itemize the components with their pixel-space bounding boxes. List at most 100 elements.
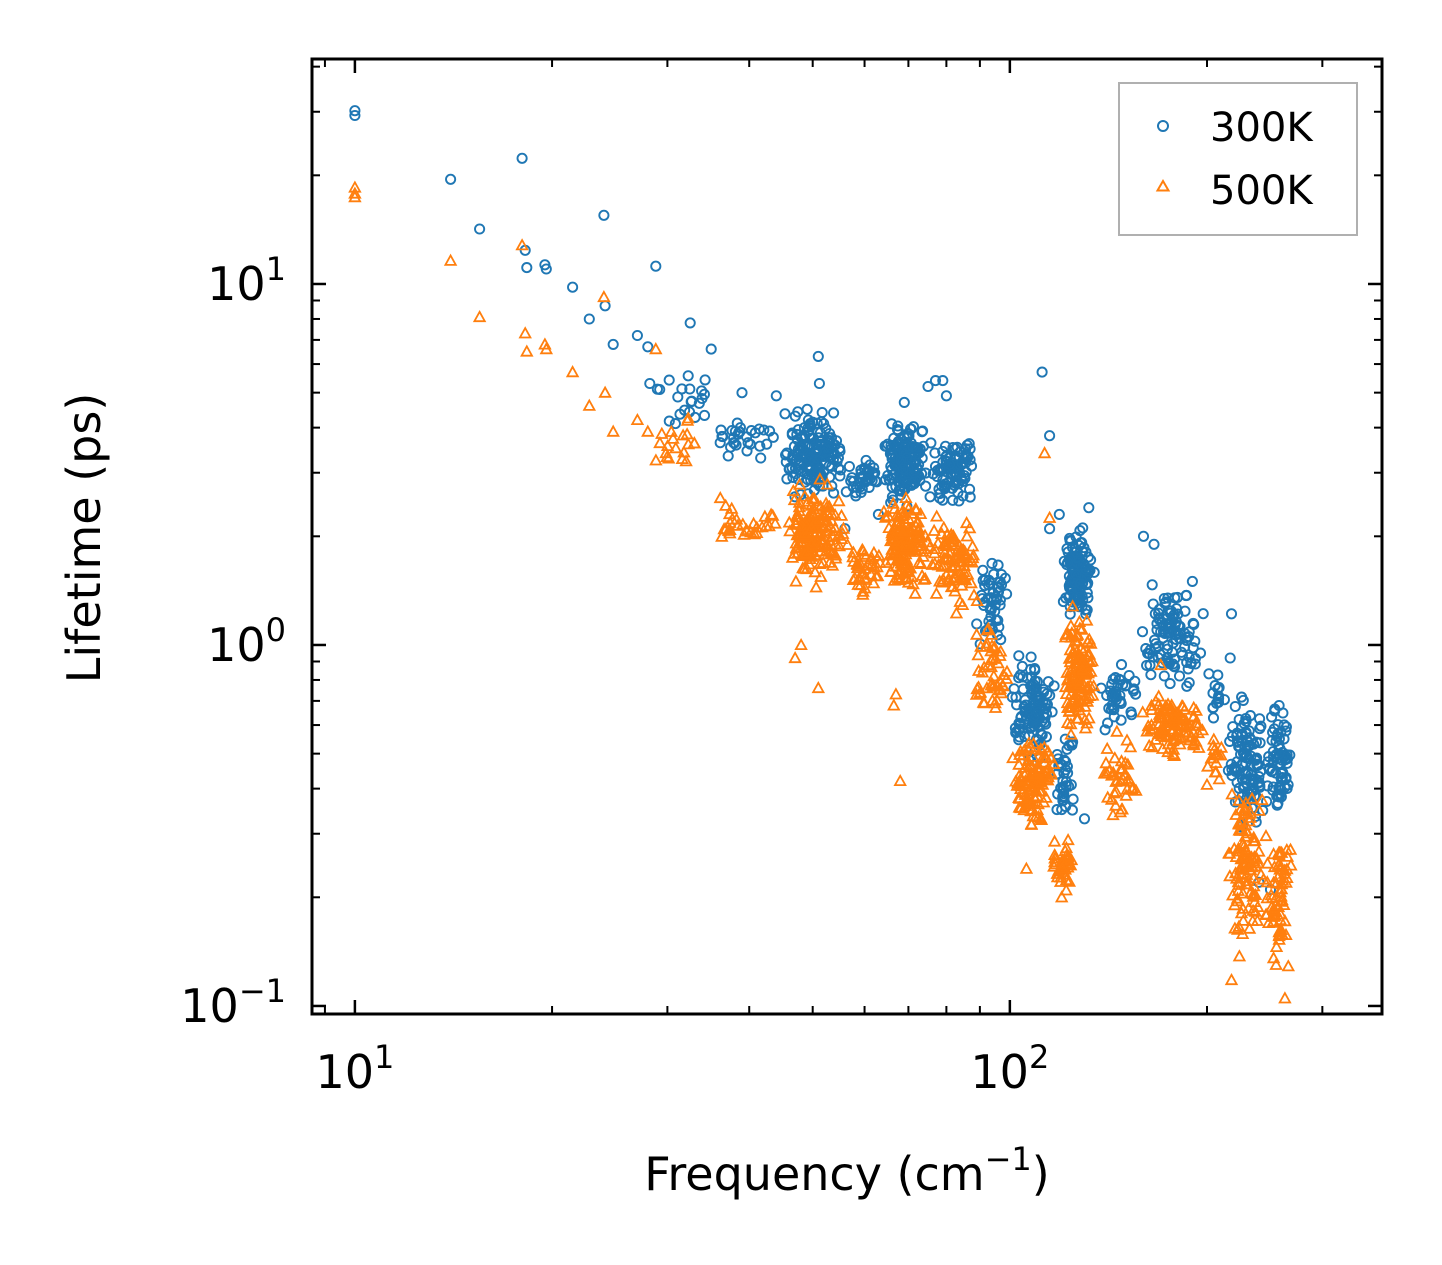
point-500k — [853, 577, 868, 591]
point-500k — [1167, 710, 1182, 723]
point-300k — [1115, 697, 1127, 710]
point-500k — [925, 557, 939, 570]
point-500k — [836, 521, 851, 534]
point-500k — [722, 506, 737, 520]
point-500k — [1175, 717, 1189, 730]
point-500k — [1017, 803, 1031, 816]
point-500k — [1073, 621, 1087, 634]
point-500k — [1259, 829, 1273, 842]
point-300k — [1224, 652, 1236, 664]
point-500k — [1266, 875, 1281, 888]
point-300k — [868, 462, 880, 474]
point-500k — [872, 548, 886, 561]
point-500k — [515, 238, 529, 251]
point-500k — [1082, 647, 1097, 660]
point-300k — [693, 397, 705, 409]
legend-marker-300k — [1157, 120, 1169, 132]
point-500k — [1209, 765, 1223, 778]
point-500k — [789, 574, 803, 587]
point-300k — [1080, 546, 1092, 558]
point-300k — [1147, 598, 1159, 610]
point-300k — [793, 455, 805, 467]
point-300k — [1273, 748, 1285, 760]
point-500k — [1017, 768, 1032, 781]
point-300k — [1235, 748, 1247, 760]
point-300k — [826, 460, 838, 473]
point-300k — [892, 420, 904, 432]
point-500k — [1108, 751, 1122, 764]
point-300k — [1013, 650, 1025, 662]
point-500k — [768, 516, 782, 529]
point-300k — [758, 424, 770, 436]
point-300k — [676, 383, 688, 395]
point-300k — [897, 463, 909, 475]
point-500k — [805, 492, 820, 505]
point-300k — [1019, 730, 1031, 743]
point-300k — [698, 409, 711, 421]
point-500k — [934, 526, 949, 539]
point-300k — [965, 460, 978, 472]
point-500k — [443, 253, 458, 266]
point-300k — [598, 209, 610, 221]
point-300k — [1270, 735, 1282, 747]
point-500k — [606, 424, 620, 437]
point-300k — [1189, 635, 1201, 647]
point-300k — [949, 476, 961, 488]
point-500k — [1250, 913, 1265, 926]
point-300k — [789, 410, 801, 422]
point-500k — [896, 540, 911, 553]
point-500k — [1264, 900, 1279, 913]
point-500k — [953, 543, 968, 556]
point-300k — [651, 383, 663, 395]
point-500k — [669, 441, 683, 454]
point-500k — [824, 507, 839, 520]
point-500k — [1177, 725, 1191, 738]
point-500k — [928, 541, 942, 554]
point-500k — [901, 559, 916, 572]
point-500k — [1248, 904, 1263, 917]
point-500k — [666, 431, 680, 444]
point-500k — [641, 424, 655, 437]
point-500k — [882, 520, 896, 533]
point-500k — [944, 559, 959, 573]
point-500k — [1232, 793, 1246, 806]
point-500k — [1239, 844, 1254, 857]
point-500k — [1173, 731, 1187, 744]
point-300k — [793, 447, 805, 459]
point-500k — [929, 509, 944, 522]
point-300k — [786, 427, 798, 439]
point-300k — [1027, 685, 1039, 697]
point-500k — [1065, 599, 1080, 612]
point-300k — [1225, 608, 1238, 620]
point-500k — [1166, 742, 1181, 755]
point-300k — [1213, 682, 1225, 694]
point-300k — [1023, 704, 1036, 716]
point-300k — [840, 486, 852, 498]
point-300k — [1025, 663, 1037, 675]
point-500k — [1025, 782, 1040, 795]
point-500k — [990, 693, 1004, 706]
point-300k — [914, 474, 926, 487]
point-500k — [1070, 696, 1084, 709]
point-500k — [1246, 887, 1261, 900]
point-500k — [792, 503, 806, 517]
point-500k — [1113, 805, 1128, 818]
point-300k — [761, 438, 773, 450]
point-300k — [940, 390, 952, 402]
point-500k — [893, 773, 907, 786]
point-500k — [1032, 760, 1047, 773]
point-500k — [1234, 852, 1248, 865]
point-500k — [825, 558, 840, 571]
point-300k — [642, 341, 654, 353]
point-500k — [1078, 721, 1093, 734]
point-300k — [944, 458, 956, 471]
point-300k — [1014, 669, 1026, 681]
point-500k — [980, 636, 994, 649]
point-300k — [907, 421, 920, 433]
point-500k — [1060, 715, 1075, 728]
point-500k — [864, 558, 879, 571]
point-500k — [911, 515, 925, 528]
point-500k — [759, 518, 773, 532]
point-300k — [1044, 523, 1056, 535]
point-300k — [1067, 793, 1079, 805]
